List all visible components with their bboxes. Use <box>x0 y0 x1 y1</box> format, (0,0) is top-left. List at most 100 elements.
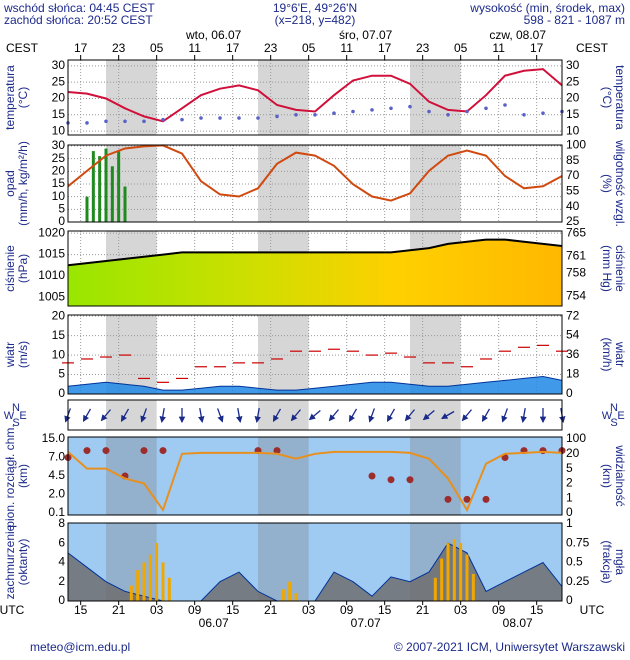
utc-label: UTC <box>580 603 605 617</box>
y-tick-label: 2 <box>58 574 65 588</box>
data-bar <box>85 196 89 222</box>
data-bar <box>294 593 298 601</box>
data-dot <box>102 447 110 455</box>
data-dot <box>446 112 450 117</box>
y-tick-label: 6 <box>58 535 65 549</box>
y2-tick-label: 40 <box>566 199 580 213</box>
wind-arrow <box>198 407 205 423</box>
y2-tick-label: 25 <box>566 214 580 228</box>
wind-arrow <box>82 408 92 423</box>
hour-label: 03 <box>454 603 468 617</box>
night-band <box>410 315 461 394</box>
hour-label: 03 <box>302 603 316 617</box>
compass-letter: S <box>12 417 19 429</box>
data-dot <box>482 495 490 503</box>
hour-label: 11 <box>492 41 505 55</box>
elevation: 598 - 821 - 1087 m <box>524 13 625 27</box>
data-bar <box>129 585 133 601</box>
y-axis-label: temperatura <box>3 65 17 130</box>
data-dot <box>332 111 336 115</box>
grid-point: (x=218, y=482) <box>275 13 356 27</box>
data-dot <box>218 116 222 120</box>
y2-tick-label: 1 <box>566 490 573 504</box>
y-tick-label: 1005 <box>38 290 65 304</box>
panel-frame <box>67 436 563 516</box>
y2-axis-label: (km/h) <box>600 338 614 372</box>
night-band <box>258 315 309 394</box>
y-axis-label: (m/s) <box>16 341 30 368</box>
data-line <box>67 144 563 202</box>
day-label: czw, 08.07 <box>489 28 546 42</box>
sunset: zachód słońca: 20:52 CEST <box>4 13 153 27</box>
compass-letter: W <box>4 410 15 422</box>
wind-arrow <box>520 407 527 423</box>
footer-email: meteo@icm.edu.pl <box>30 640 130 654</box>
y-tick-label: 30 <box>52 138 66 152</box>
night-band <box>106 437 157 515</box>
data-bar <box>465 554 469 601</box>
y-tick-label: 5 <box>58 367 65 381</box>
y2-tick-label: 72 <box>566 308 580 322</box>
data-dot <box>408 104 412 109</box>
data-dot <box>444 495 452 503</box>
y-tick-label: 1010 <box>38 268 65 282</box>
y2-tick-label: 18 <box>566 367 580 381</box>
panel-frame <box>67 399 563 431</box>
hour-label: 17 <box>226 41 240 55</box>
y2-tick-label: 0 <box>566 505 573 519</box>
hour-label: 15 <box>226 603 240 617</box>
y-tick-label: 0 <box>58 386 65 400</box>
y-tick-label: 1020 <box>38 225 65 239</box>
wind-arrow <box>404 409 415 422</box>
panel-frame <box>67 314 563 395</box>
data-dot <box>368 472 376 480</box>
utc-label: UTC <box>0 603 25 617</box>
y-tick-label: 0 <box>58 214 65 228</box>
y2-axis-label: (°C) <box>600 87 614 108</box>
y-axis-label: (mm/h, kg/m²/h) <box>16 141 30 226</box>
y2-axis-label: temperatura <box>613 65 627 130</box>
y2-tick-label: 0 <box>566 386 573 400</box>
data-dot <box>275 114 279 119</box>
night-band <box>106 60 157 135</box>
y2-tick-label: 0.25 <box>566 574 590 588</box>
data-dot <box>199 116 203 120</box>
night-band <box>258 437 309 515</box>
night-band <box>258 400 309 430</box>
data-bar <box>110 166 114 222</box>
y-tick-label: 5 <box>58 202 65 216</box>
y-tick-label: 8 <box>58 516 65 530</box>
data-bar <box>148 554 152 601</box>
compass-letter: N <box>12 402 20 414</box>
data-dot <box>370 108 374 112</box>
day-label: 07.07 <box>351 616 381 630</box>
compass-letter: E <box>19 410 26 422</box>
wind-arrow <box>254 407 261 423</box>
compass-letter: S <box>610 417 617 429</box>
y-tick-label: 2.0 <box>48 487 65 501</box>
wind-arrow <box>461 409 472 422</box>
data-bar <box>136 570 140 601</box>
hour-label: 17 <box>530 41 544 55</box>
wind-arrow <box>216 408 224 423</box>
night-band <box>258 145 309 222</box>
data-dot <box>123 119 127 124</box>
wind-arrow <box>308 410 321 421</box>
y2-tick-label: 20 <box>566 91 580 105</box>
y-tick-label: 10 <box>52 189 66 203</box>
data-dot <box>237 116 241 120</box>
data-dot <box>503 103 507 107</box>
hour-label: 11 <box>188 41 201 55</box>
y2-tick-label: 100 <box>566 138 586 152</box>
y-axis-label: pion. rozciągł. chm. <box>3 424 17 527</box>
y2-axis-label: (frakcja) <box>600 540 614 583</box>
y-tick-label: 0 <box>58 593 65 607</box>
data-bar <box>155 543 159 601</box>
data-dot <box>406 476 414 484</box>
hour-label: 11 <box>340 41 353 55</box>
data-dot <box>159 447 167 455</box>
data-area-outline <box>67 375 563 391</box>
y2-axis-label: wilgotność wzgl. <box>613 139 627 227</box>
data-bar <box>91 151 95 222</box>
